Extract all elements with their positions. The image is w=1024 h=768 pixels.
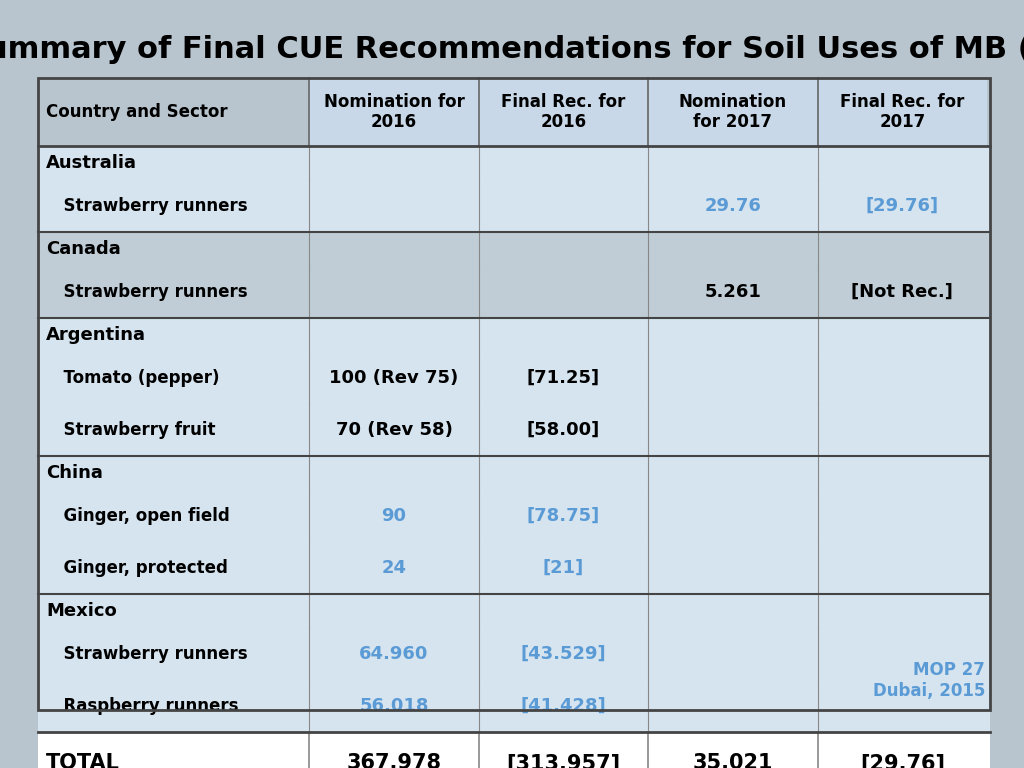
Text: 35.021: 35.021 [692,753,773,768]
Bar [38,732,990,768]
Bar [38,180,990,232]
Bar [38,542,309,594]
Text: Final Rec. for
2016: Final Rec. for 2016 [502,93,626,131]
Text: MOP 27
Dubai, 2015: MOP 27 Dubai, 2015 [872,661,985,700]
Text: [58.00]: [58.00] [527,421,600,439]
Bar [38,180,309,232]
Text: [43.529]: [43.529] [520,645,606,663]
Bar [38,266,990,318]
Text: Raspberry runners: Raspberry runners [52,697,239,715]
Bar [38,232,990,266]
Bar [38,404,990,456]
Text: [29.76]: [29.76] [860,753,945,768]
Text: Strawberry runners: Strawberry runners [52,283,248,301]
Text: [78.75]: [78.75] [527,507,600,525]
Text: [Not Rec.]: [Not Rec.] [852,283,953,301]
Text: 29.76: 29.76 [705,197,762,215]
Bar [38,78,990,146]
Bar [38,542,990,594]
Bar [38,680,309,732]
Text: Nomination for
2016: Nomination for 2016 [324,93,465,131]
Bar [38,266,309,318]
Text: 70 (Rev 58): 70 (Rev 58) [336,421,453,439]
Text: Strawberry runners: Strawberry runners [52,197,248,215]
Text: Strawberry fruit: Strawberry fruit [52,421,215,439]
Text: Argentina: Argentina [46,326,146,344]
Text: 100 (Rev 75): 100 (Rev 75) [330,369,459,387]
Text: [313.957]: [313.957] [507,753,621,768]
Bar [38,146,990,180]
Bar [38,352,309,404]
Text: Ginger, protected: Ginger, protected [52,559,228,577]
Text: Ginger, open field: Ginger, open field [52,507,229,525]
Bar [38,78,990,710]
Bar [38,594,990,628]
Text: [21]: [21] [543,559,584,577]
Text: Australia: Australia [46,154,137,172]
Bar [648,78,818,146]
Bar [38,318,990,352]
Bar [479,78,648,146]
Bar [38,456,990,490]
Text: Tomato (pepper): Tomato (pepper) [52,369,219,387]
Text: Country and Sector: Country and Sector [46,103,227,121]
Bar [818,78,987,146]
Bar [38,352,990,404]
Bar [38,490,990,542]
Text: Final Rec. for
2017: Final Rec. for 2017 [841,93,965,131]
Bar [38,628,990,680]
Bar [38,628,309,680]
Text: 5.261: 5.261 [705,283,762,301]
Text: Canada: Canada [46,240,121,258]
Text: Nomination
for 2017: Nomination for 2017 [679,93,787,131]
Bar [38,680,990,732]
Bar [38,490,309,542]
Text: 24: 24 [382,559,407,577]
Text: 90: 90 [382,507,407,525]
Text: Strawberry runners: Strawberry runners [52,645,248,663]
Text: China: China [46,464,102,482]
Text: Summary of Final CUE Recommendations for Soil Uses of MB (t): Summary of Final CUE Recommendations for… [0,35,1024,65]
Text: TOTAL: TOTAL [46,753,120,768]
Text: Mexico: Mexico [46,602,117,620]
Text: 367.978: 367.978 [346,753,441,768]
Text: [29.76]: [29.76] [866,197,939,215]
Text: 56.018: 56.018 [359,697,429,715]
Text: [71.25]: [71.25] [527,369,600,387]
Text: 64.960: 64.960 [359,645,429,663]
Bar [38,404,309,456]
Text: [41.428]: [41.428] [520,697,606,715]
Bar [309,78,479,146]
